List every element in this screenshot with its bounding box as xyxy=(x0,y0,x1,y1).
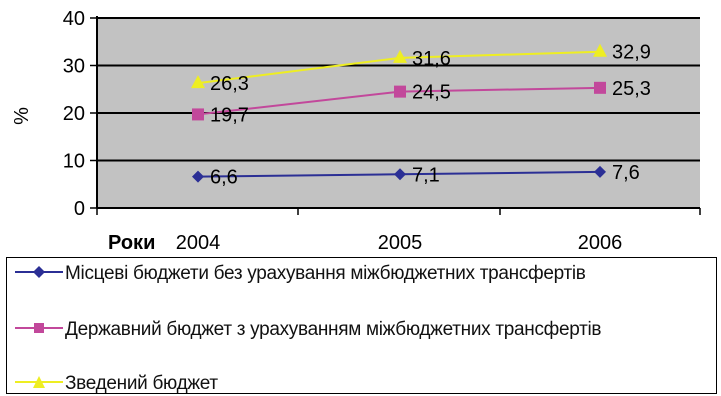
x-tick-label-2005: 2005 xyxy=(378,232,423,254)
legend-item-local: Місцеві бюджети без урахування міжбюджет… xyxy=(13,262,586,286)
data-label-1-2: 25,3 xyxy=(612,78,651,100)
data-label-1-1: 24,5 xyxy=(412,82,451,104)
legend-item-consolidated: Зведений бюджет xyxy=(13,372,218,396)
legend-label-consolidated: Зведений бюджет xyxy=(65,373,218,394)
data-label-0-0: 6,6 xyxy=(210,167,238,189)
data-label-2-2: 32,9 xyxy=(612,42,651,64)
data-label-1-0: 19,7 xyxy=(210,104,249,126)
axes xyxy=(96,16,700,209)
x-axis-ticks: 2004 2005 2006 xyxy=(96,208,701,254)
point-2-2 xyxy=(593,43,607,57)
legend: Місцеві бюджети без урахування міжбюджет… xyxy=(6,257,717,394)
point-2-0 xyxy=(191,75,205,89)
legend-swatch-state xyxy=(13,318,65,338)
y-tick-label-40: 40 xyxy=(63,8,85,30)
line-chart: 0 10 20 30 40 % Роки 2004 2005 2006 6,6 7,1 7,6 1… xyxy=(11,8,701,254)
series-2: 26,3 31,6 32,9 xyxy=(191,42,651,95)
point-1-2 xyxy=(594,81,606,94)
point-1-1 xyxy=(394,85,406,98)
x-axis-label: Роки xyxy=(108,232,155,254)
y-axis-ticks: 0 10 20 30 40 xyxy=(63,8,97,220)
legend-label-local: Місцеві бюджети без урахування міжбюджет… xyxy=(65,263,586,284)
y-tick-label-20: 20 xyxy=(63,103,85,125)
legend-swatch-local xyxy=(13,262,65,282)
data-label-2-0: 26,3 xyxy=(210,73,249,95)
series-layer: 6,6 7,1 7,6 19,7 24,5 25,3 26,3 31,6 32,9 xyxy=(191,42,651,189)
legend-item-state: Державний бюджет з урахуванням міжбюджет… xyxy=(13,318,613,342)
point-0-0 xyxy=(192,170,204,183)
point-1-0 xyxy=(192,108,204,121)
point-0-2 xyxy=(594,165,606,178)
y-tick-label-0: 0 xyxy=(74,198,85,220)
point-2-1 xyxy=(393,49,407,63)
data-label-0-2: 7,6 xyxy=(612,162,640,184)
x-tick-label-2006: 2006 xyxy=(578,232,623,254)
data-label-0-1: 7,1 xyxy=(412,164,440,186)
y-tick-label-30: 30 xyxy=(63,56,85,78)
series-1: 19,7 24,5 25,3 xyxy=(192,78,651,126)
series-0: 6,6 7,1 7,6 xyxy=(192,162,640,189)
x-tick-label-2004: 2004 xyxy=(176,232,221,254)
point-0-1 xyxy=(394,168,406,181)
legend-swatch-consolidated xyxy=(13,372,65,392)
data-label-2-1: 31,6 xyxy=(412,48,451,70)
y-axis-label: % xyxy=(11,107,33,125)
legend-label-state: Державний бюджет з урахуванням міжбюджет… xyxy=(65,319,602,340)
y-tick-label-10: 10 xyxy=(63,151,85,173)
